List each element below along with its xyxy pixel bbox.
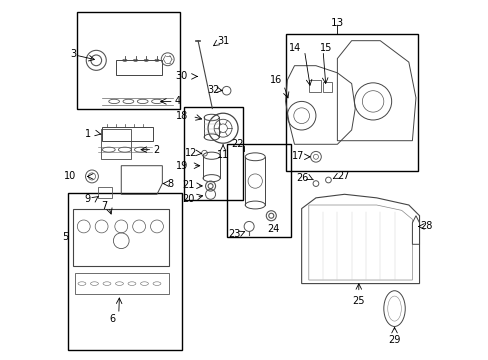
Text: 8: 8 [167,179,173,189]
Text: 17: 17 [291,152,304,161]
Bar [183,107,242,200]
Text: 19: 19 [176,161,188,171]
Text: 18: 18 [176,111,188,121]
Text: 9: 9 [84,194,91,203]
Text: 31: 31 [217,36,229,46]
Text: 5: 5 [62,232,69,242]
Text: 28: 28 [420,221,432,231]
Text: 15: 15 [319,43,331,53]
Text: 26: 26 [296,173,308,183]
Text: 30: 30 [176,71,188,81]
Text: 23: 23 [227,229,240,239]
Text: 14: 14 [289,43,301,53]
Text: 21: 21 [182,180,194,190]
Bar [323,82,331,93]
Text: 27: 27 [337,171,349,181]
Bar [102,127,153,141]
Text: 11: 11 [217,150,229,159]
Text: 20: 20 [182,194,194,203]
Text: 32: 32 [207,85,219,95]
Text: 13: 13 [330,18,343,28]
Text: 10: 10 [63,171,76,181]
Text: 6: 6 [109,314,115,324]
Text: 7: 7 [101,201,107,211]
Text: 12: 12 [184,148,197,158]
Text: 25: 25 [351,296,364,306]
Text: 22: 22 [231,139,244,149]
Bar [67,193,182,350]
Bar [73,208,169,266]
Text: 24: 24 [266,224,279,234]
Bar [308,80,321,93]
Text: 4: 4 [175,96,181,107]
Bar [226,144,290,237]
Bar [98,187,112,198]
Bar [77,12,180,109]
Text: 3: 3 [70,49,76,59]
Text: 16: 16 [269,75,282,85]
Text: 2: 2 [153,145,159,155]
Text: 29: 29 [387,336,400,345]
Bar [75,273,169,294]
Text: 1: 1 [84,129,91,139]
Bar [285,33,417,171]
Bar [101,129,131,159]
